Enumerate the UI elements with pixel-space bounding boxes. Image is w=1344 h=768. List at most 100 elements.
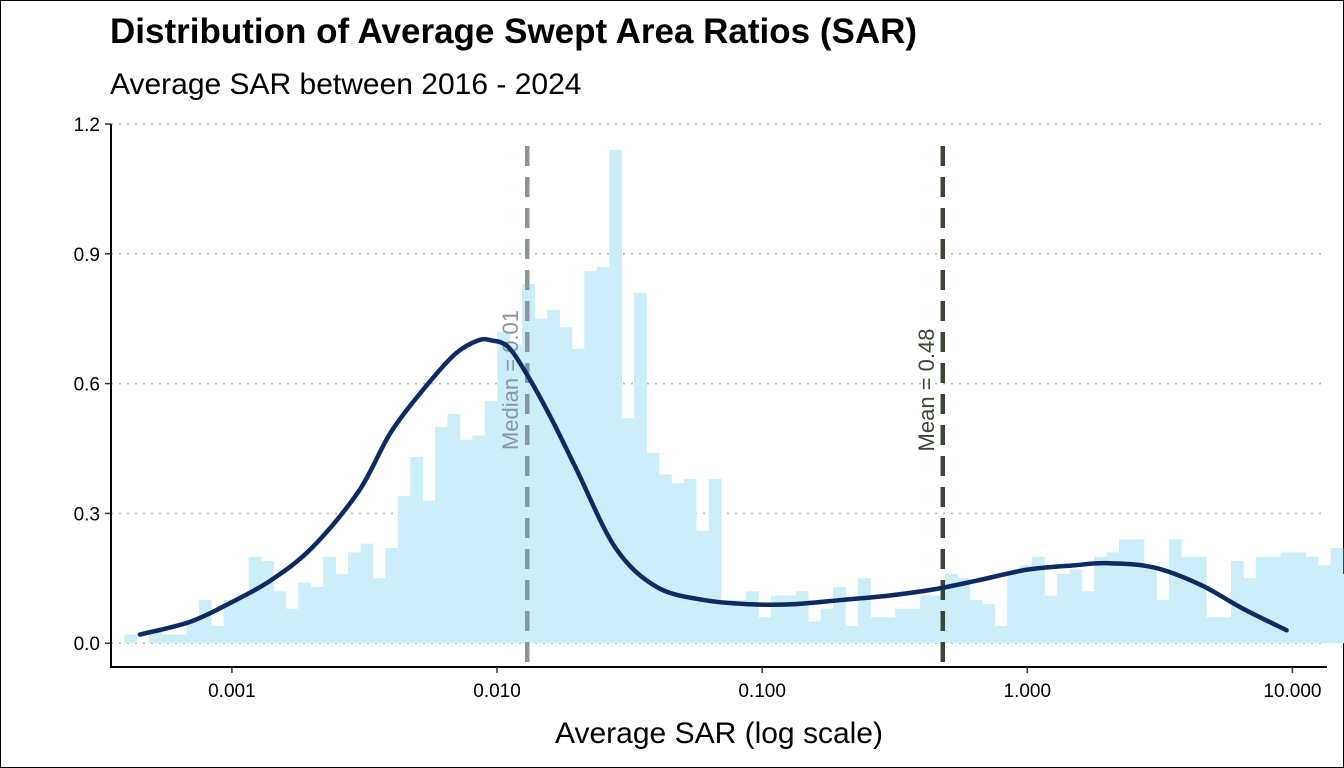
reference-lines: Median = 0.01 Mean = 0.48 xyxy=(498,146,946,667)
histogram-bar xyxy=(1330,548,1344,644)
histogram-bar xyxy=(1342,573,1344,644)
histogram-bar xyxy=(1119,539,1132,644)
histogram-bar xyxy=(1280,552,1294,644)
histogram-bar xyxy=(1318,565,1331,644)
histogram-bar xyxy=(223,599,237,644)
x-tick-label: 0.100 xyxy=(738,681,786,702)
histogram-bar xyxy=(795,591,809,644)
histogram-bar xyxy=(845,625,859,644)
histogram-bar xyxy=(857,578,871,644)
x-tick-label: 0.001 xyxy=(208,681,256,702)
y-tick-label: 0.6 xyxy=(74,375,100,396)
histogram-bar xyxy=(982,604,996,644)
axes: 0.0 0.3 0.6 0.9 1.2 0.001 0.010 0.100 1.000 10.00… xyxy=(74,115,1327,702)
histogram-bar xyxy=(1056,573,1070,644)
histogram-bar xyxy=(1293,552,1306,644)
histogram-bar xyxy=(920,595,933,644)
histogram-bar xyxy=(758,617,772,644)
y-tick-label: 0.9 xyxy=(74,245,100,266)
histogram-bar xyxy=(1230,560,1244,644)
mean-label: Mean = 0.48 xyxy=(914,329,939,452)
y-tick-label: 0.3 xyxy=(74,504,100,525)
histogram-bar xyxy=(435,426,448,644)
histogram-bar xyxy=(410,457,424,644)
histogram-bar xyxy=(248,556,262,644)
histogram-bar xyxy=(1305,556,1319,644)
histogram-bar xyxy=(261,560,274,644)
histogram-bar xyxy=(236,595,249,644)
histogram-bar xyxy=(1268,556,1282,644)
histogram-bar xyxy=(1106,552,1120,644)
histogram-bar xyxy=(671,483,685,644)
histogram-bar xyxy=(745,591,759,644)
histogram-bar xyxy=(198,599,212,644)
histogram-bar xyxy=(969,599,983,644)
x-tick-label: 1.000 xyxy=(1004,681,1052,702)
histogram-bar xyxy=(1031,556,1045,644)
histogram-bar xyxy=(1156,599,1170,644)
histogram-bar xyxy=(907,608,921,644)
histogram-bar xyxy=(1131,539,1145,644)
histogram-bar xyxy=(1007,573,1020,644)
histogram-bar xyxy=(957,578,971,644)
histogram-bar xyxy=(770,595,784,644)
histogram-bar xyxy=(882,617,896,644)
histogram-bar xyxy=(372,578,386,644)
histogram-bar xyxy=(1019,565,1033,644)
histogram-bar xyxy=(273,591,287,644)
histogram-bar xyxy=(994,625,1008,644)
x-axis-title: Average SAR (log scale) xyxy=(555,717,883,750)
histogram-bar xyxy=(285,608,299,644)
histogram-bar xyxy=(1044,595,1058,644)
histogram-bar xyxy=(870,617,884,644)
histogram-bar xyxy=(397,496,411,644)
y-tick-label: 1.2 xyxy=(74,115,100,136)
chart-subtitle: Average SAR between 2016 - 2024 xyxy=(110,68,582,101)
histogram-bar xyxy=(484,400,498,644)
x-tick-label: 0.010 xyxy=(473,681,521,702)
histogram-bar xyxy=(534,318,548,644)
histogram-bar xyxy=(1206,617,1219,644)
histogram-bar xyxy=(783,595,797,644)
histogram-bar xyxy=(547,310,560,644)
density-curve-group xyxy=(137,336,1289,637)
histogram-bar xyxy=(1218,617,1232,644)
histogram-bar xyxy=(658,474,672,644)
histogram-bar xyxy=(1181,556,1195,644)
histogram-bar xyxy=(1081,591,1095,644)
histogram-bar xyxy=(584,271,598,644)
histogram-bar xyxy=(1255,556,1269,644)
x-tick-label: 10.000 xyxy=(1263,681,1321,702)
histogram-bar xyxy=(497,331,511,644)
histogram-bar xyxy=(895,608,909,644)
histogram-bar xyxy=(1069,569,1083,644)
histogram-bar xyxy=(472,435,486,644)
histogram-bar xyxy=(1193,556,1207,644)
histogram-bar xyxy=(447,413,461,644)
histogram-bar xyxy=(559,327,573,644)
histogram-bar xyxy=(596,266,610,644)
histogram-bar xyxy=(932,595,946,644)
histogram-bar xyxy=(323,556,337,644)
histogram-bar xyxy=(385,548,399,644)
histogram-bar xyxy=(820,608,834,644)
histogram-bar xyxy=(348,552,361,644)
histogram-bar xyxy=(298,582,312,644)
histogram-bar xyxy=(310,586,324,644)
histogram-bar xyxy=(161,634,175,644)
histogram-bar xyxy=(696,530,710,644)
histogram-bar xyxy=(211,625,225,644)
histogram-bar xyxy=(1094,556,1108,644)
histogram-bar xyxy=(808,621,822,644)
histogram-bar xyxy=(944,573,958,644)
histogram-bar xyxy=(733,599,747,644)
y-tick-label: 0.0 xyxy=(74,634,100,655)
histogram-bar xyxy=(173,634,187,644)
chart-title: Distribution of Average Swept Area Ratio… xyxy=(110,12,918,51)
density-curve xyxy=(137,336,1289,637)
histogram-bar xyxy=(609,149,623,644)
histogram-bar xyxy=(335,573,349,644)
median-label: Median = 0.01 xyxy=(498,310,523,450)
histogram-bar xyxy=(833,586,846,644)
histogram-bar xyxy=(509,344,523,644)
